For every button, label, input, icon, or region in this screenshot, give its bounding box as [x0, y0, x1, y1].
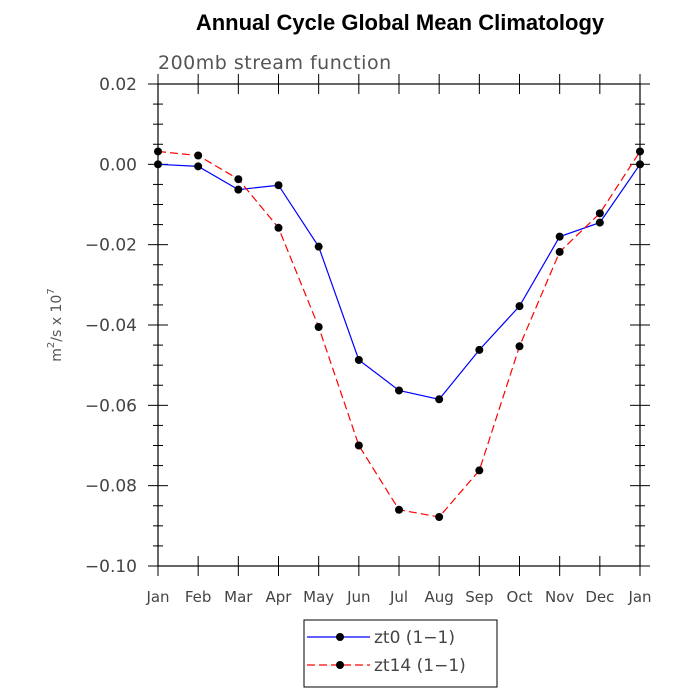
- x-tick-label: Mar: [224, 588, 253, 606]
- y-tick-label: −0.06: [85, 396, 137, 416]
- legend-label-0: zt0 (1−1): [374, 628, 455, 648]
- series-1-point: [194, 151, 203, 160]
- x-tick-label: Jul: [389, 588, 408, 606]
- chart-title: Annual Cycle Global Mean Climatology: [196, 10, 605, 35]
- y-tick-label: 0.00: [99, 155, 137, 175]
- chart-subtitle: 200mb stream function: [158, 52, 392, 74]
- x-tick-label: Nov: [545, 588, 574, 606]
- series-0-point: [194, 162, 203, 171]
- series-0-point: [515, 302, 524, 311]
- x-tick-label: Jun: [346, 588, 370, 606]
- y-axis-title-mid: /s x 10: [49, 295, 65, 342]
- series-1-point: [555, 247, 564, 256]
- series-1-point: [274, 223, 283, 232]
- series-1-point: [354, 441, 363, 450]
- axis-ticks: [148, 74, 650, 576]
- series-1-point: [314, 323, 323, 332]
- series-1-point: [435, 512, 444, 521]
- series-1-point: [515, 342, 524, 351]
- y-tick-label: −0.04: [85, 316, 137, 336]
- x-tick-labels: Jan Feb Mar Apr May Jun Jul Aug Sep Oct Nov Dec Jan: [145, 588, 651, 606]
- svg-text:m2/s x 107: m2/s x 107: [46, 288, 65, 361]
- y-tick-label: 0.02: [99, 75, 137, 95]
- series-1-point: [475, 466, 484, 475]
- legend: zt0 (1−1) zt14 (1−1): [303, 619, 498, 688]
- x-tick-label: Apr: [266, 588, 293, 606]
- series-0-point: [274, 181, 283, 190]
- x-tick-label: Aug: [425, 588, 454, 606]
- y-tick-label: −0.10: [85, 557, 137, 577]
- legend-entries: zt0 (1−1) zt14 (1−1): [307, 628, 466, 676]
- series-1-point: [395, 505, 403, 514]
- y-tick-labels: 0.02 0.00 −0.02 −0.04 −0.06 −0.08 −0.10: [85, 75, 137, 577]
- y-axis-title-sup2: 7: [46, 288, 57, 294]
- series-0-point: [555, 232, 564, 241]
- legend-box: [303, 619, 498, 688]
- series-0-point: [595, 218, 604, 227]
- series-1-point: [234, 175, 243, 184]
- series-0-point: [475, 345, 484, 354]
- x-tick-label: Jan: [145, 588, 169, 606]
- legend-marker-1: [336, 661, 344, 669]
- y-tick-label: −0.02: [85, 236, 137, 256]
- series-0-point: [234, 185, 243, 194]
- x-tick-label: Dec: [585, 588, 614, 606]
- x-tick-label: Oct: [507, 588, 533, 606]
- x-tick-label: May: [303, 588, 334, 606]
- x-tick-label: Jan: [627, 588, 651, 606]
- series-line-1: [157, 150, 641, 518]
- series-0-point: [395, 386, 403, 395]
- series-0-point: [314, 242, 323, 251]
- plot-series: [154, 147, 644, 521]
- x-tick-label: Feb: [185, 588, 212, 606]
- y-axis-title-base: m: [49, 348, 65, 362]
- y-axis-title-sup1: 2: [46, 342, 57, 348]
- y-axis-title: m2/s x 107: [46, 288, 65, 361]
- x-tick-label: Sep: [465, 588, 493, 606]
- legend-label-1: zt14 (1−1): [374, 656, 466, 676]
- y-tick-label: −0.08: [85, 477, 137, 497]
- series-0-point: [354, 355, 363, 364]
- series-line-0: [157, 163, 641, 400]
- plot-frame: [157, 83, 641, 567]
- series-0-point: [435, 395, 444, 404]
- legend-marker-0: [336, 633, 344, 641]
- series-1-point: [595, 209, 604, 218]
